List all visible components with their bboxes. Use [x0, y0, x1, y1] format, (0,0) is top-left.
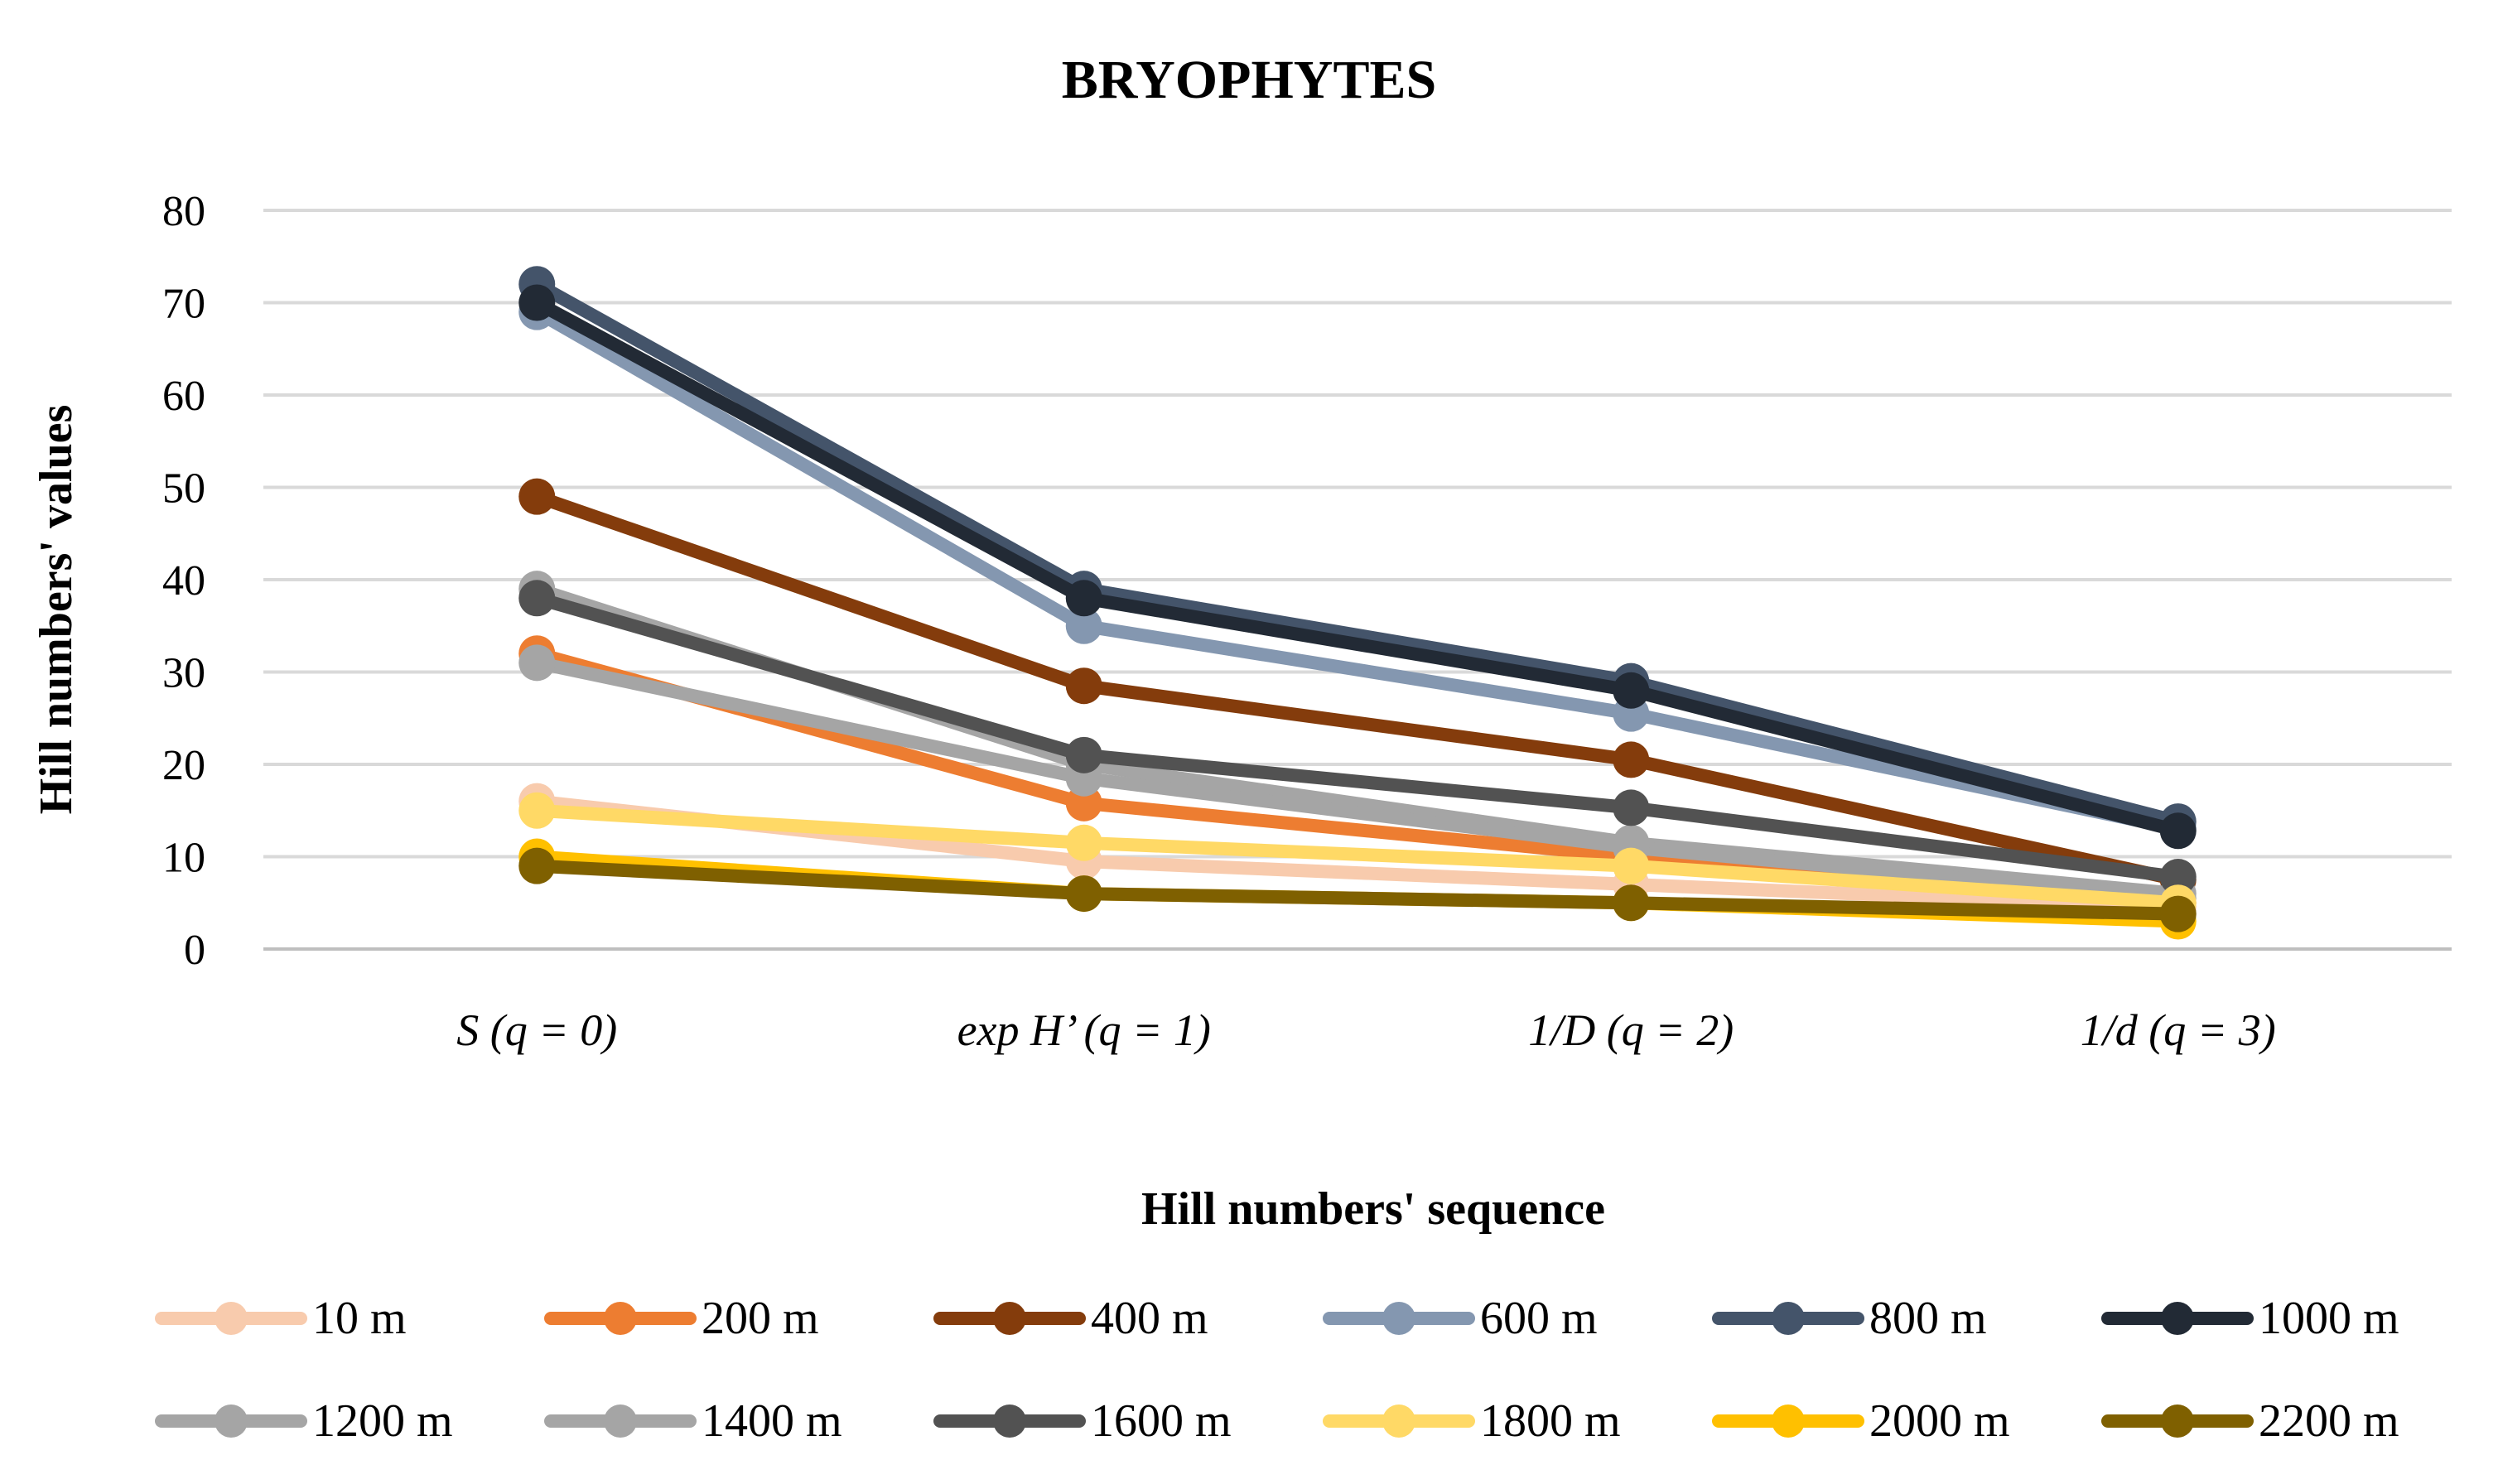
x-tick-label-3: 1/D (q = 2)	[1528, 1005, 1734, 1055]
y-tick-label-70: 70	[162, 281, 205, 328]
legend-label-2000-m: 2000 m	[1869, 1395, 2010, 1447]
legend: 10 m 200 m 400 m 600 m 800 m 1000 m 1200 m 1400…	[155, 1293, 2399, 1447]
legend-item-1000-m: 1000 m	[2101, 1293, 2399, 1344]
point-2200-m-2	[1065, 875, 1102, 913]
series-line-1400-m	[530, 656, 2185, 905]
series-line-1600-m	[530, 591, 2185, 884]
legend-swatch-marker	[215, 1404, 248, 1438]
legend-item-200-m: 200 m	[544, 1293, 819, 1344]
legend-swatch-marker	[2161, 1302, 2194, 1335]
point-1600-m-4	[2159, 859, 2197, 896]
series-line-1000-m	[530, 296, 2185, 838]
point-1800-m-3	[1613, 847, 1650, 884]
legend-swatch-marker	[993, 1404, 1026, 1438]
x-tick-label-4: 1/d (q = 3)	[2081, 1005, 2276, 1055]
y-tick-label-0: 0	[184, 927, 205, 974]
point-2200-m-3	[1613, 884, 1650, 922]
point-1600-m-2	[1065, 736, 1102, 773]
legend-label-10-m: 10 m	[312, 1293, 407, 1344]
legend-label-600-m: 600 m	[1480, 1293, 1598, 1344]
point-400-m-1	[518, 478, 556, 515]
point-2200-m-1	[518, 847, 556, 884]
series-2200-m	[518, 847, 2197, 932]
point-1600-m-1	[518, 580, 556, 617]
series-line-800-m	[530, 277, 2185, 829]
legend-swatch-marker	[993, 1302, 1026, 1335]
y-tick-label-20: 20	[162, 742, 205, 789]
legend-item-1400-m: 1400 m	[544, 1395, 842, 1447]
legend-label-1200-m: 1200 m	[312, 1395, 453, 1447]
series-line-600-m	[530, 305, 2185, 836]
y-tick-label-50: 50	[162, 465, 205, 513]
point-1600-m-3	[1613, 789, 1650, 826]
x-axis-label: Hill numbers' sequence	[1141, 1183, 1605, 1235]
legend-swatch-marker	[2161, 1404, 2194, 1438]
legend-swatch-marker	[1382, 1404, 1415, 1438]
point-1000-m-4	[2159, 812, 2197, 850]
legend-label-400-m: 400 m	[1091, 1293, 1208, 1344]
legend-item-2200-m: 2200 m	[2101, 1395, 2399, 1447]
legend-label-1600-m: 1600 m	[1091, 1395, 1232, 1447]
y-tick-label-30: 30	[162, 650, 205, 697]
legend-swatch-marker	[604, 1302, 637, 1335]
point-1000-m-1	[518, 284, 556, 321]
series-line-2200-m	[530, 859, 2185, 921]
legend-swatch-marker	[604, 1404, 637, 1438]
point-1400-m-1	[518, 644, 556, 682]
legend-label-1400-m: 1400 m	[702, 1395, 842, 1447]
y-tick-label-60: 60	[162, 373, 205, 420]
legend-item-2000-m: 2000 m	[1712, 1395, 2010, 1447]
series-line-400-m	[530, 489, 2185, 887]
legend-label-800-m: 800 m	[1869, 1293, 1987, 1344]
legend-swatch-marker	[1772, 1404, 1805, 1438]
point-2200-m-4	[2159, 895, 2197, 932]
legend-label-1800-m: 1800 m	[1480, 1395, 1621, 1447]
legend-label-2200-m: 2200 m	[2259, 1395, 2399, 1447]
point-1000-m-3	[1613, 672, 1650, 709]
legend-swatch-marker	[1772, 1302, 1805, 1335]
series-line-1800-m	[530, 803, 2185, 910]
y-tick-label-40: 40	[162, 557, 205, 605]
y-axis-label: Hill numbers' values	[31, 405, 82, 815]
point-200-m-2	[1065, 784, 1102, 822]
series-800-m	[518, 266, 2197, 841]
series-1000-m	[518, 284, 2197, 850]
legend-swatch-marker	[215, 1302, 248, 1335]
legend-item-400-m: 400 m	[933, 1293, 1208, 1344]
legend-swatch-marker	[1382, 1302, 1415, 1335]
point-600-m-2	[1065, 607, 1102, 644]
point-1800-m-1	[518, 792, 556, 829]
series-lines	[518, 266, 2197, 940]
point-400-m-2	[1065, 667, 1102, 705]
x-tick-label-2: exp H’ (q = 1)	[957, 1005, 1211, 1055]
legend-item-600-m: 600 m	[1323, 1293, 1598, 1344]
legend-item-10-m: 10 m	[155, 1293, 407, 1344]
legend-item-1800-m: 1800 m	[1323, 1395, 1621, 1447]
legend-item-1200-m: 1200 m	[155, 1395, 453, 1447]
x-axis-ticks: S (q = 0) exp H’ (q = 1) 1/D (q = 2) 1/d (q…	[456, 1005, 2275, 1055]
series-1600-m	[518, 580, 2197, 896]
legend-label-1000-m: 1000 m	[2259, 1293, 2399, 1344]
point-1800-m-2	[1065, 824, 1102, 861]
point-1000-m-2	[1065, 580, 1102, 617]
y-axis-ticks: 0 10 20 30 40 50 60 70 80	[162, 188, 205, 974]
chart-title: BRYOPHYTES	[1062, 50, 1436, 110]
legend-label-200-m: 200 m	[702, 1293, 819, 1344]
legend-item-800-m: 800 m	[1712, 1293, 1987, 1344]
point-400-m-3	[1613, 741, 1650, 778]
y-tick-label-80: 80	[162, 188, 205, 235]
legend-item-1600-m: 1600 m	[933, 1395, 1232, 1447]
y-tick-label-10: 10	[162, 835, 205, 882]
x-tick-label-1: S (q = 0)	[456, 1005, 617, 1055]
